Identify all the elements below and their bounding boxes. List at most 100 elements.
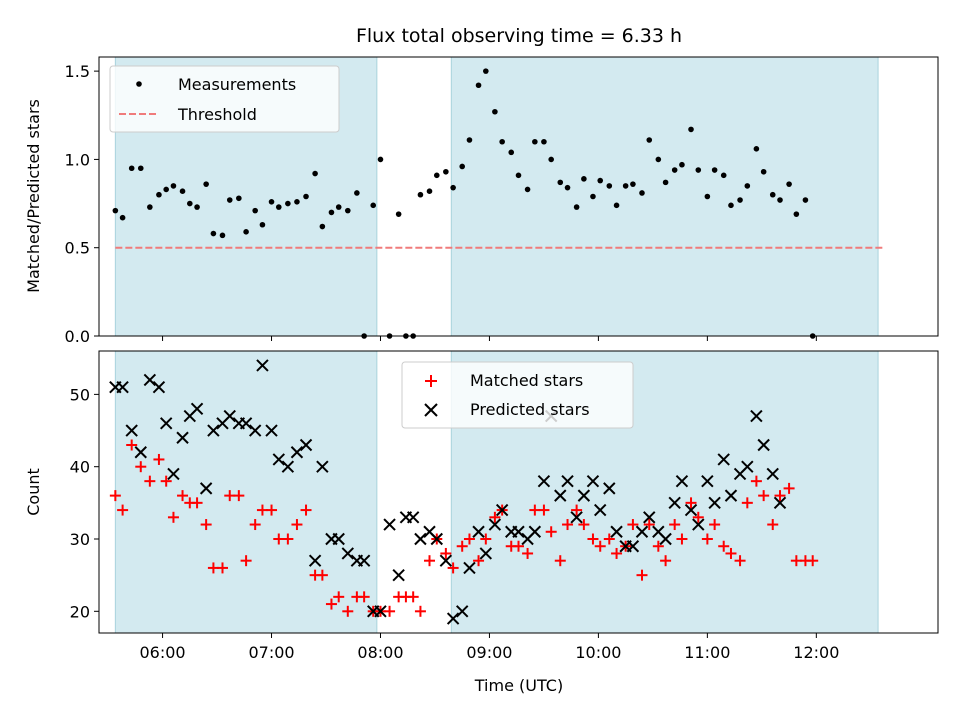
matched-star-point xyxy=(594,540,606,552)
matched-star-point xyxy=(669,519,681,531)
predicted-star-point xyxy=(717,453,730,466)
predicted-star-point xyxy=(152,380,166,394)
matched-star-point xyxy=(300,504,312,516)
matched-star-point xyxy=(177,490,189,502)
matched-star-point xyxy=(709,519,721,531)
predicted-star-points xyxy=(109,359,787,625)
measurement-point xyxy=(704,193,711,200)
measurement-point xyxy=(377,156,384,163)
x-tick-label: 12:00 xyxy=(793,643,839,662)
measurement-point xyxy=(170,183,177,189)
matched-star-point xyxy=(291,519,303,531)
predicted-star-point xyxy=(281,460,295,473)
predicted-star-point xyxy=(570,511,583,524)
legend-threshold-label: Threshold xyxy=(177,105,257,124)
predicted-star-point xyxy=(724,489,738,502)
predicted-star-point xyxy=(495,503,509,517)
legend-matched-label: Matched stars xyxy=(470,371,583,390)
measurement-point xyxy=(219,232,226,239)
measurement-point xyxy=(597,177,604,184)
matched-star-point xyxy=(611,547,623,559)
top-y-ticks: 0.0 0.5 1.0 1.5 xyxy=(65,62,99,346)
bottom-panel: 20 30 40 50 06:00 07:00 08:00 09:00 10:00 11:00 1… xyxy=(24,350,939,695)
measurement-point xyxy=(226,197,233,203)
measurement-point xyxy=(285,200,291,207)
measurement-points xyxy=(112,68,816,339)
matched-star-point xyxy=(424,555,436,567)
predicted-star-point xyxy=(741,460,754,473)
matched-star-point xyxy=(571,504,583,516)
predicted-star-point xyxy=(341,547,355,560)
predicted-star-point xyxy=(134,446,147,459)
matched-star-point xyxy=(358,591,370,603)
matched-star-point xyxy=(627,519,639,531)
measurement-point xyxy=(335,204,342,210)
matched-star-point xyxy=(685,497,697,509)
measurement-point xyxy=(548,156,554,163)
predicted-star-point xyxy=(488,518,502,531)
measurement-point xyxy=(328,209,335,216)
predicted-star-point xyxy=(265,424,278,437)
measurement-point xyxy=(515,172,522,179)
matched-star-point xyxy=(447,562,459,574)
measurement-point xyxy=(492,108,498,115)
predicted-star-point xyxy=(773,496,787,510)
matched-star-point xyxy=(249,519,261,531)
matched-star-point xyxy=(767,519,779,531)
matched-star-point xyxy=(463,533,475,545)
measurement-point xyxy=(395,211,402,217)
legend-predicted-label: Predicted stars xyxy=(470,400,590,419)
top-legend-box xyxy=(109,65,340,133)
measurement-point xyxy=(417,191,424,198)
predicted-star-point xyxy=(125,424,138,437)
matched-star-point xyxy=(153,453,165,465)
predicted-star-point xyxy=(577,489,591,502)
predicted-star-point xyxy=(357,554,371,567)
measurement-point xyxy=(769,191,776,198)
measurement-point xyxy=(194,204,200,210)
matched-star-point xyxy=(652,540,664,552)
measurement-point xyxy=(753,146,760,152)
measurement-point xyxy=(744,183,751,189)
predicted-star-point xyxy=(406,511,420,524)
matched-star-points xyxy=(109,439,819,617)
measurement-point xyxy=(590,193,596,200)
matched-star-point xyxy=(325,598,337,610)
predicted-star-point xyxy=(374,605,387,618)
predicted-star-point xyxy=(332,532,345,546)
measurement-point xyxy=(786,181,792,187)
measurement-point xyxy=(671,167,678,173)
chart-title: Flux total observing time = 6.33 h xyxy=(356,25,682,47)
measurement-point xyxy=(466,137,473,143)
top-y-tick-label: 1.0 xyxy=(65,150,90,169)
top-y-tick-label: 0.0 xyxy=(65,327,90,346)
measurement-point xyxy=(662,179,669,186)
predicted-star-point xyxy=(668,496,681,510)
predicted-star-point xyxy=(143,373,157,387)
matched-star-point xyxy=(216,562,228,574)
measurement-point xyxy=(475,82,482,89)
measurement-point xyxy=(737,197,743,203)
measurement-point xyxy=(137,165,144,172)
matched-star-point xyxy=(636,569,648,581)
matched-star-point xyxy=(109,490,121,502)
shaded-interval-2 xyxy=(450,56,879,337)
predicted-star-point xyxy=(684,503,698,517)
predicted-star-point xyxy=(594,503,607,517)
shaded-interval-1 xyxy=(114,350,378,634)
predicted-star-point xyxy=(190,402,204,416)
measurement-point xyxy=(319,223,326,230)
predicted-star-point xyxy=(479,547,493,560)
legend-predicted-marker xyxy=(424,403,438,417)
bottom-x-ticks: 06:00 07:00 08:00 09:00 10:00 11:00 12:00 xyxy=(140,633,839,662)
measurement-point xyxy=(508,149,515,156)
measurement-point xyxy=(760,168,767,175)
matched-star-point xyxy=(643,519,655,531)
measurement-point xyxy=(557,179,564,186)
matched-star-point xyxy=(545,526,557,538)
predicted-star-point xyxy=(603,482,616,495)
matched-star-point xyxy=(741,497,753,509)
predicted-star-point xyxy=(116,380,129,394)
measurement-point xyxy=(243,229,249,235)
top-panel: 0.0 0.5 1.0 1.5 Matched/Predicted stars Mea… xyxy=(24,56,939,346)
